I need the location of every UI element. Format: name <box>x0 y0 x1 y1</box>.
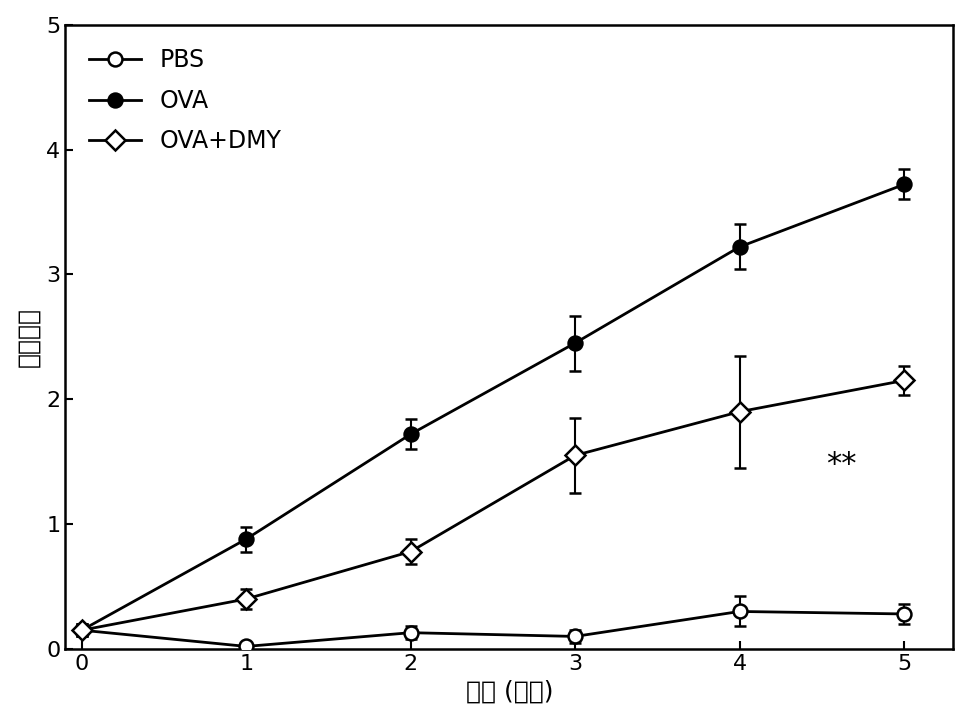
Text: **: ** <box>826 449 856 479</box>
Y-axis label: 过敏评分: 过敏评分 <box>16 307 41 366</box>
X-axis label: 灌胃 (次数): 灌胃 (次数) <box>465 680 552 703</box>
Legend: PBS, OVA, OVA+DMY: PBS, OVA, OVA+DMY <box>78 37 294 165</box>
